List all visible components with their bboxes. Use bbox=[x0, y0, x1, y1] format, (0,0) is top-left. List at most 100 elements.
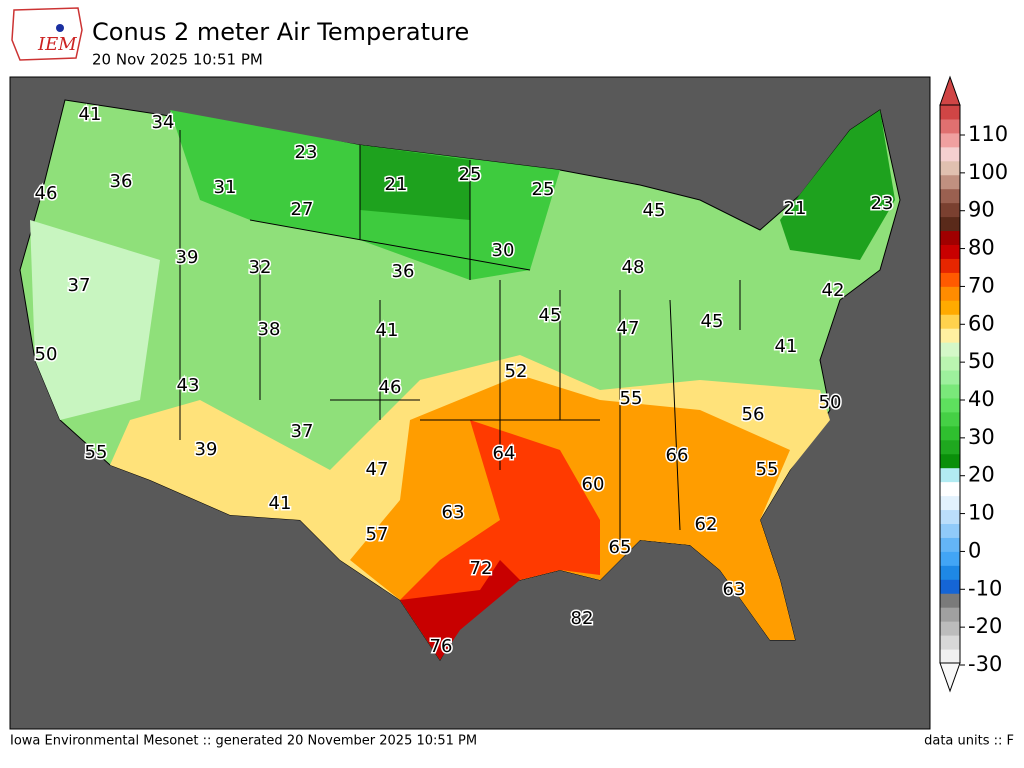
value-label: 42 bbox=[822, 280, 845, 301]
colorbar-segment bbox=[940, 481, 960, 497]
logo-text: IEM bbox=[37, 34, 77, 55]
subtitle: 20 Nov 2025 10:51 PM bbox=[92, 51, 263, 69]
colorbar-tick-label: 50 bbox=[968, 349, 995, 373]
colorbar-segment bbox=[940, 593, 960, 608]
colorbar-tick-label: 70 bbox=[968, 273, 995, 297]
colorbar-segment bbox=[940, 384, 960, 399]
colorbar-tick-label: -20 bbox=[968, 614, 1002, 638]
value-label: 47 bbox=[366, 459, 389, 480]
colorbar-segment bbox=[940, 607, 960, 622]
colorbar-segment bbox=[940, 635, 960, 650]
colorbar-arrow-bottom bbox=[939, 662, 961, 693]
title: Conus 2 meter Air Temperature bbox=[92, 18, 469, 46]
footer-left: Iowa Environmental Mesonet :: generated … bbox=[10, 734, 477, 749]
colorbar-segment bbox=[940, 495, 960, 511]
colorbar-segment bbox=[940, 286, 960, 301]
value-label: 76 bbox=[430, 636, 453, 657]
colorbar-segment bbox=[940, 565, 960, 580]
colorbar-segment bbox=[940, 411, 960, 427]
value-label: 25 bbox=[459, 164, 482, 185]
value-label: 34 bbox=[152, 112, 175, 133]
value-label: 45 bbox=[701, 311, 724, 332]
colorbar-segment bbox=[940, 370, 960, 385]
value-label: 31 bbox=[214, 177, 237, 198]
colorbar-segment bbox=[940, 202, 960, 218]
value-label: 60 bbox=[582, 474, 605, 495]
value-label: 36 bbox=[110, 171, 133, 192]
colorbar-tick-label: 0 bbox=[968, 538, 981, 562]
colorbar-segment bbox=[940, 356, 960, 371]
colorbar-arrow-top bbox=[939, 75, 961, 106]
value-label: 38 bbox=[258, 319, 281, 340]
value-label: 23 bbox=[871, 193, 894, 214]
value-label: 50 bbox=[35, 344, 58, 365]
value-label: 55 bbox=[85, 442, 108, 463]
colorbar-segment bbox=[940, 649, 960, 664]
value-label: 66 bbox=[666, 445, 689, 466]
value-label: 39 bbox=[176, 247, 199, 268]
colorbar-tick-label: 90 bbox=[968, 198, 995, 222]
colorbar-segment bbox=[940, 342, 960, 357]
value-label: 21 bbox=[784, 198, 807, 219]
coldest-north bbox=[360, 145, 470, 220]
value-label: 23 bbox=[295, 142, 318, 163]
colorbar-tick-label: -30 bbox=[968, 652, 1002, 676]
value-label: 25 bbox=[532, 179, 555, 200]
colorbar-tick-label: 40 bbox=[968, 387, 995, 411]
value-label: 55 bbox=[756, 459, 779, 480]
colorbar-segment bbox=[940, 453, 960, 469]
value-label: 63 bbox=[442, 502, 465, 523]
state-borders bbox=[179, 130, 741, 540]
colorbar-segment bbox=[940, 216, 960, 232]
value-label: 72 bbox=[470, 558, 493, 579]
value-label: 32 bbox=[249, 257, 272, 278]
colorbar-segment bbox=[940, 467, 960, 483]
colorbar-segment bbox=[940, 118, 960, 134]
colorbar-tick-label: 20 bbox=[968, 463, 995, 487]
value-label: 56 bbox=[742, 404, 765, 425]
value-labels: 41 34 23 21 25 25 45 21 23 46 36 31 27 39 32 36 30 48 42 37… bbox=[33, 103, 895, 659]
value-label: 41 bbox=[775, 336, 798, 357]
colorbar-frame bbox=[939, 104, 961, 664]
colorbar-segment bbox=[940, 132, 960, 148]
value-label: 50 bbox=[819, 392, 842, 413]
hottest-south bbox=[400, 560, 520, 660]
colorbar-segment bbox=[940, 523, 960, 538]
land bbox=[19, 99, 901, 661]
colorbar: -30 -20 -10 0 10 20 30 40 50 60 70 80 90 100 110 bbox=[939, 75, 1008, 693]
value-label: 27 bbox=[291, 199, 314, 220]
value-label: 55 bbox=[620, 388, 643, 409]
colorbar-segment bbox=[940, 188, 960, 204]
colorbar-segment bbox=[940, 258, 960, 273]
value-label: 21 bbox=[385, 174, 408, 195]
colorbar-segment bbox=[940, 230, 960, 245]
value-label: 41 bbox=[376, 320, 399, 341]
colorbar-tick-label: -10 bbox=[968, 576, 1002, 600]
colorbar-segment bbox=[940, 244, 960, 259]
colorbar-segment bbox=[940, 174, 960, 190]
colorbar-tick-label: 30 bbox=[968, 425, 995, 449]
value-label: 36 bbox=[392, 261, 415, 282]
value-label: 82 bbox=[571, 608, 594, 629]
colorbar-tick-label: 100 bbox=[968, 160, 1008, 184]
colorbar-segment bbox=[940, 146, 960, 162]
value-label: 47 bbox=[617, 318, 640, 339]
logo: IEM bbox=[11, 7, 83, 61]
colorbar-segment bbox=[940, 300, 960, 315]
value-label: 30 bbox=[492, 240, 515, 261]
value-label: 45 bbox=[643, 200, 666, 221]
colorbar-tick-label: 10 bbox=[968, 501, 995, 525]
value-label: 46 bbox=[379, 377, 402, 398]
colorbar-tick-label: 80 bbox=[968, 236, 995, 260]
value-label: 63 bbox=[723, 579, 746, 600]
colorbar-segment bbox=[940, 509, 960, 524]
footer-right: data units :: F bbox=[924, 734, 1014, 749]
colorbar-segment bbox=[940, 579, 960, 594]
value-label: 48 bbox=[622, 257, 645, 278]
colorbar-segment bbox=[940, 439, 960, 455]
value-label: 37 bbox=[68, 275, 91, 296]
value-label: 64 bbox=[493, 443, 516, 464]
colorbar-segment bbox=[940, 397, 960, 413]
